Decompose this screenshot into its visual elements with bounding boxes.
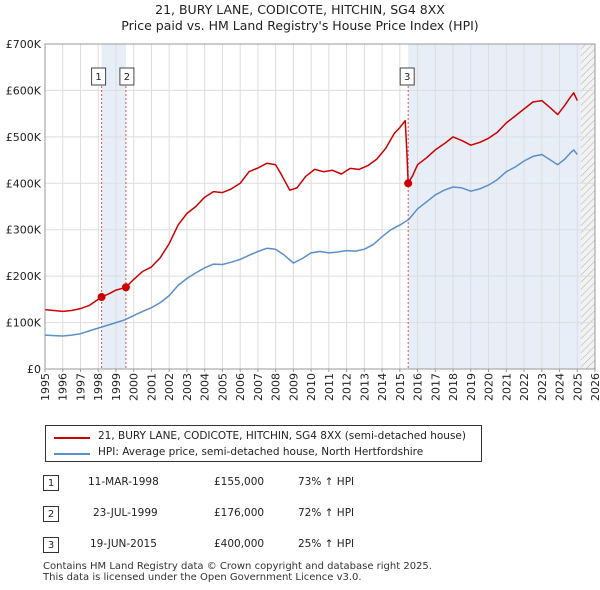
x-tick-label: 2023 xyxy=(536,373,549,401)
x-tick-label: 2008 xyxy=(270,373,283,401)
x-tick-label: 1997 xyxy=(74,373,87,401)
y-tick-label: £100K xyxy=(6,317,42,330)
x-tick-label: 2025 xyxy=(571,373,584,401)
series-line-property xyxy=(44,92,578,313)
x-tick-label: 2011 xyxy=(323,373,336,401)
sale-hpi-change: 73% ↑ HPI xyxy=(298,476,355,488)
footer-licence: This data is licensed under the Open Gov… xyxy=(43,572,362,583)
shaded-range-1 xyxy=(101,44,126,369)
sale-number-badge: 2 xyxy=(43,506,59,522)
sale-row-2: 2 23-JUL-1999 £176,000 72% ↑ HPI xyxy=(0,506,600,526)
legend-label-hpi: HPI: Average price, semi-detached house,… xyxy=(98,446,424,458)
y-tick-label: £500K xyxy=(6,131,42,144)
x-tick-label: 2000 xyxy=(128,373,141,401)
plot-frame xyxy=(44,43,596,370)
y-tick-label: £600K xyxy=(6,84,42,97)
sale-label-box-1 xyxy=(91,67,107,86)
x-tick-label: 2016 xyxy=(412,373,425,401)
forecast-hatch xyxy=(580,44,595,369)
x-tick-label: 2018 xyxy=(447,373,460,401)
x-tick-label: 2005 xyxy=(216,373,229,401)
x-tick-label: 2002 xyxy=(163,373,176,401)
sale-hpi-change: 72% ↑ HPI xyxy=(298,507,355,519)
y-tick-label: £200K xyxy=(6,270,42,283)
sale-price: £176,000 xyxy=(214,507,265,519)
sale-point-3 xyxy=(404,179,413,188)
x-tick-label: 1999 xyxy=(110,373,123,401)
sale-date: 19-JUN-2015 xyxy=(90,538,157,550)
series-line-hpi xyxy=(44,149,578,337)
x-tick-label: 2010 xyxy=(305,373,318,401)
shaded-range-2 xyxy=(408,44,581,369)
sale-date: 23-JUL-1999 xyxy=(93,507,158,519)
x-tick-label: 2013 xyxy=(358,373,371,401)
x-tick-label: 1995 xyxy=(39,373,52,401)
x-tick-label: 2003 xyxy=(181,373,194,401)
x-tick-label: 2020 xyxy=(483,373,496,401)
sale-label-box-3 xyxy=(399,67,415,86)
y-tick-label: £0 xyxy=(27,363,41,376)
footer-copyright: Contains HM Land Registry data © Crown c… xyxy=(43,561,432,572)
sale-label-2: 2 xyxy=(124,72,130,83)
sale-number-badge: 3 xyxy=(43,537,59,553)
x-tick-label: 2015 xyxy=(394,373,407,401)
legend-item-property: 21, BURY LANE, CODICOTE, HITCHIN, SG4 8X… xyxy=(46,430,481,446)
x-tick-label: 2009 xyxy=(287,373,300,401)
sale-label-3: 3 xyxy=(404,72,410,83)
sale-point-1 xyxy=(97,293,106,302)
x-tick-label: 2021 xyxy=(500,373,513,401)
x-tick-label: 2001 xyxy=(145,373,158,401)
legend-label-property: 21, BURY LANE, CODICOTE, HITCHIN, SG4 8X… xyxy=(98,430,466,442)
x-tick-label: 2024 xyxy=(554,373,567,401)
sale-label-box-2 xyxy=(119,67,135,86)
sale-point-2 xyxy=(121,283,130,292)
chart-title: 21, BURY LANE, CODICOTE, HITCHIN, SG4 8X… xyxy=(155,2,445,17)
x-tick-label: 2026 xyxy=(589,373,600,401)
sale-price: £155,000 xyxy=(214,476,265,488)
sale-label-1: 1 xyxy=(95,72,101,83)
x-tick-label: 2006 xyxy=(234,373,247,401)
sale-date: 11-MAR-1998 xyxy=(88,476,159,488)
chart-subtitle: Price paid vs. HM Land Registry's House … xyxy=(121,18,479,33)
x-tick-label: 2017 xyxy=(429,373,442,401)
x-tick-label: 2022 xyxy=(518,373,531,401)
sale-number-badge: 1 xyxy=(43,475,59,491)
y-tick-label: £700K xyxy=(6,38,42,51)
sale-row-3: 3 19-JUN-2015 £400,000 25% ↑ HPI xyxy=(0,537,600,557)
sale-row-1: 1 11-MAR-1998 £155,000 73% ↑ HPI xyxy=(0,475,600,495)
y-tick-label: £300K xyxy=(6,224,42,237)
legend-swatch-property xyxy=(54,437,90,439)
x-tick-label: 2007 xyxy=(252,373,265,401)
legend-swatch-hpi xyxy=(54,453,90,455)
x-tick-label: 1998 xyxy=(92,373,105,401)
sale-price: £400,000 xyxy=(214,538,265,550)
x-tick-label: 2004 xyxy=(199,373,212,401)
x-tick-label: 1996 xyxy=(57,373,70,401)
price-chart: 1 2 3 £0 £100K £200K £300K £400K £500K £600K £700K… xyxy=(6,38,600,401)
y-tick-label: £400K xyxy=(6,177,42,190)
legend-item-hpi: HPI: Average price, semi-detached house,… xyxy=(46,446,481,462)
x-tick-label: 2012 xyxy=(341,373,354,401)
x-tick-label: 2014 xyxy=(376,373,389,401)
legend: 21, BURY LANE, CODICOTE, HITCHIN, SG4 8X… xyxy=(45,425,482,462)
sale-hpi-change: 25% ↑ HPI xyxy=(298,538,355,550)
x-tick-label: 2019 xyxy=(465,373,478,401)
